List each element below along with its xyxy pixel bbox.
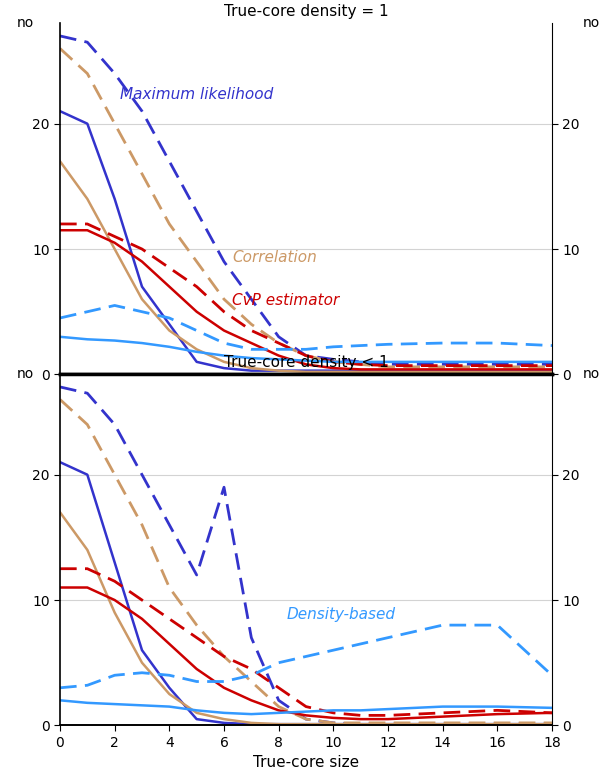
Text: Density-based: Density-based	[287, 607, 396, 622]
Text: Maximum likelihood: Maximum likelihood	[120, 87, 274, 101]
Y-axis label: no: no	[17, 367, 34, 381]
Title: True-core density < 1: True-core density < 1	[224, 356, 388, 370]
Y-axis label: no: no	[583, 16, 600, 30]
Title: True-core density = 1: True-core density = 1	[224, 5, 388, 20]
X-axis label: True-core size: True-core size	[253, 755, 359, 771]
Text: CvP estimator: CvP estimator	[232, 293, 340, 308]
Y-axis label: no: no	[17, 16, 34, 30]
Y-axis label: no: no	[583, 367, 600, 381]
Text: Correlation: Correlation	[232, 250, 317, 264]
